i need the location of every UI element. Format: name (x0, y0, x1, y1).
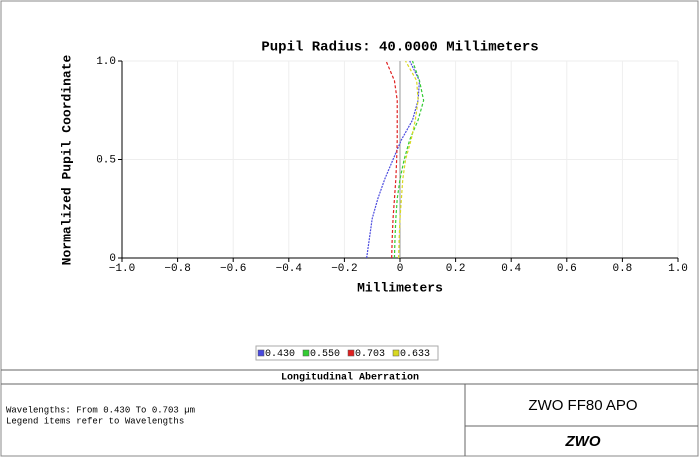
x-tick-label: −0.4 (276, 263, 303, 275)
x-axis-label: Millimeters (357, 280, 443, 295)
info-line: Wavelengths: From 0.430 To 0.703 µm (6, 405, 195, 415)
aberration-curve (385, 60, 398, 259)
y-axis-label: Normalized Pupil Coordinate (59, 54, 74, 265)
panel-title: Longitudinal Aberration (281, 372, 419, 384)
x-tick-label: −0.6 (220, 263, 246, 275)
aberration-curve (393, 60, 425, 259)
aberration-curve (398, 60, 419, 259)
x-tick-label: 0.8 (612, 263, 632, 275)
y-tick-label: 1.0 (96, 56, 116, 68)
lens-name: ZWO FF80 APO (528, 397, 637, 414)
legend-box (255, 345, 439, 361)
legend-label: 0.633 (400, 349, 430, 360)
x-tick-label: 0.2 (446, 263, 466, 275)
legend-label: 0.550 (310, 349, 340, 360)
aberration-curve (366, 60, 421, 259)
chart-title: Pupil Radius: 40.0000 Millimeters (261, 40, 538, 56)
x-tick-label: 0.4 (501, 263, 521, 275)
x-tick-label: 1.0 (668, 263, 688, 275)
y-tick-label: 0 (109, 253, 116, 265)
logo: ZWO (565, 433, 601, 450)
legend-label: 0.703 (355, 349, 385, 360)
x-tick-label: 0.6 (557, 263, 577, 275)
legend-swatch (392, 349, 400, 357)
x-tick-label: 0 (397, 263, 404, 275)
y-tick-label: 0.5 (96, 154, 116, 166)
x-tick-label: −0.2 (331, 263, 357, 275)
x-tick-label: −0.8 (164, 263, 190, 275)
legend-swatch (347, 349, 355, 357)
legend-swatch (302, 349, 310, 357)
x-tick-label: −1.0 (109, 263, 135, 275)
legend-label: 0.430 (265, 349, 295, 360)
legend-swatch (257, 349, 265, 357)
info-line: Legend items refer to Wavelengths (6, 416, 184, 426)
